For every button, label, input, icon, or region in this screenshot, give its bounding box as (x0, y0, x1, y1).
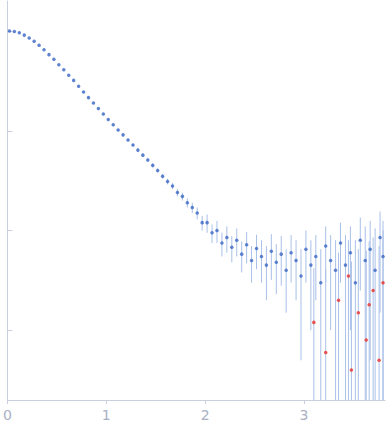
svg-text:1: 1 (102, 407, 111, 423)
svg-text:2: 2 (201, 407, 210, 423)
svg-text:0: 0 (3, 407, 12, 423)
svg-text:3: 3 (299, 407, 308, 423)
